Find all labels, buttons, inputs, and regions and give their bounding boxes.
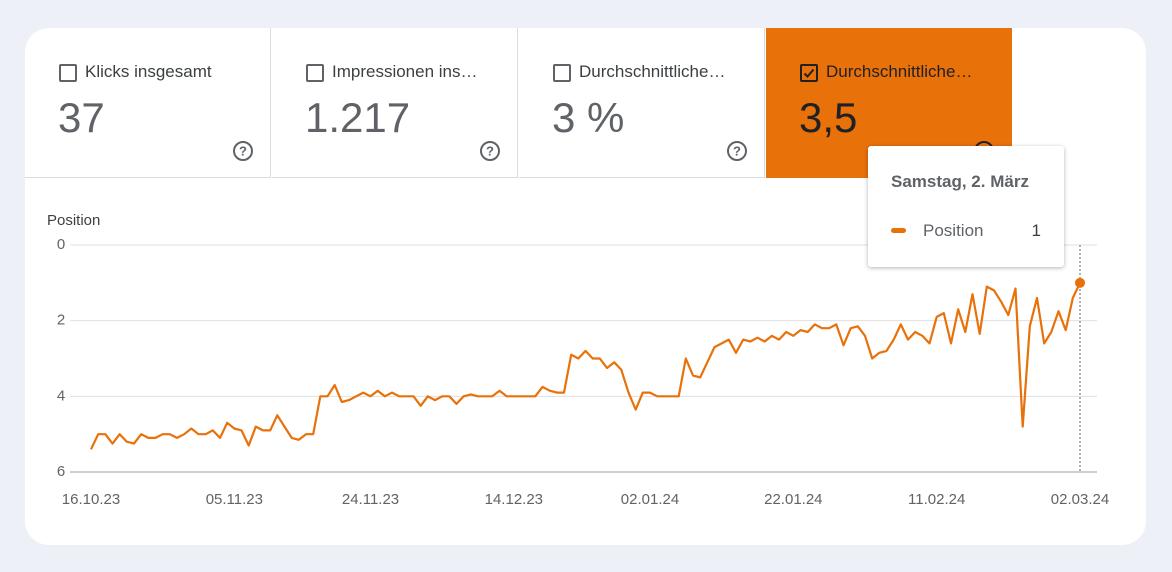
- checkbox: [553, 64, 571, 82]
- tooltip-value: 1: [1031, 221, 1041, 240]
- metric-value: 3,5: [799, 94, 858, 141]
- y-axis-label: Position: [47, 212, 100, 229]
- metric-tab[interactable]: Klicks insgesamt 37?: [25, 28, 271, 178]
- x-tick-label: 24.11.23: [342, 491, 399, 508]
- y-tick-label: 2: [57, 312, 65, 329]
- checkbox: [306, 64, 324, 82]
- y-tick-label: 6: [57, 463, 65, 480]
- chart: Position 0 2 4 6 16.10.23 05.11.23 24.11.23 14.…: [47, 212, 1109, 508]
- x-tick-label: 02.01.24: [621, 491, 679, 508]
- checkbox: [59, 64, 77, 82]
- help-icon: ?: [479, 140, 501, 167]
- tooltip-swatch: [891, 228, 906, 233]
- metric-label: Durchschnittliche…: [826, 62, 973, 81]
- x-tick-label: 22.01.24: [764, 491, 822, 508]
- metric-tab[interactable]: Impressionen ins… 1.217?: [272, 28, 518, 178]
- metric-value: 37: [58, 94, 105, 141]
- performance-card: Klicks insgesamt 37? Impressionen ins… 1.21…: [25, 28, 1146, 545]
- metric-value: 3 %: [552, 94, 625, 141]
- x-tick-label: 16.10.23: [62, 491, 120, 508]
- svg-text:?: ?: [733, 143, 741, 158]
- tooltip-series: Position: [923, 221, 984, 240]
- metric-value: 1.217: [305, 94, 411, 141]
- svg-text:?: ?: [486, 143, 494, 158]
- x-tick-label: 02.03.24: [1051, 491, 1109, 508]
- highlight-point: [1075, 277, 1085, 288]
- metric-label: Klicks insgesamt: [85, 62, 212, 81]
- help-icon: ?: [726, 140, 748, 167]
- metric-label: Durchschnittliche…: [579, 62, 726, 81]
- svg-text:?: ?: [239, 143, 247, 158]
- help-glyph: ?: [727, 141, 747, 161]
- help-icon: ?: [232, 140, 254, 167]
- y-tick-label: 4: [57, 387, 65, 404]
- x-tick-label: 11.02.24: [908, 491, 965, 508]
- help-glyph: ?: [480, 141, 500, 161]
- metric-tab[interactable]: Durchschnittliche… 3 %?: [519, 28, 765, 178]
- help-glyph: ?: [233, 141, 253, 161]
- x-tick-label: 05.11.23: [206, 491, 263, 508]
- metric-label: Impressionen ins…: [332, 62, 478, 81]
- line: [90, 282, 1081, 450]
- tooltip: Samstag, 2. März Position 1: [868, 146, 1064, 267]
- tooltip-title: Samstag, 2. März: [891, 172, 1029, 191]
- x-tick-label: 14.12.23: [485, 491, 543, 508]
- check-mark: [803, 68, 815, 78]
- checkbox: [800, 64, 818, 82]
- y-tick-label: 0: [57, 236, 65, 253]
